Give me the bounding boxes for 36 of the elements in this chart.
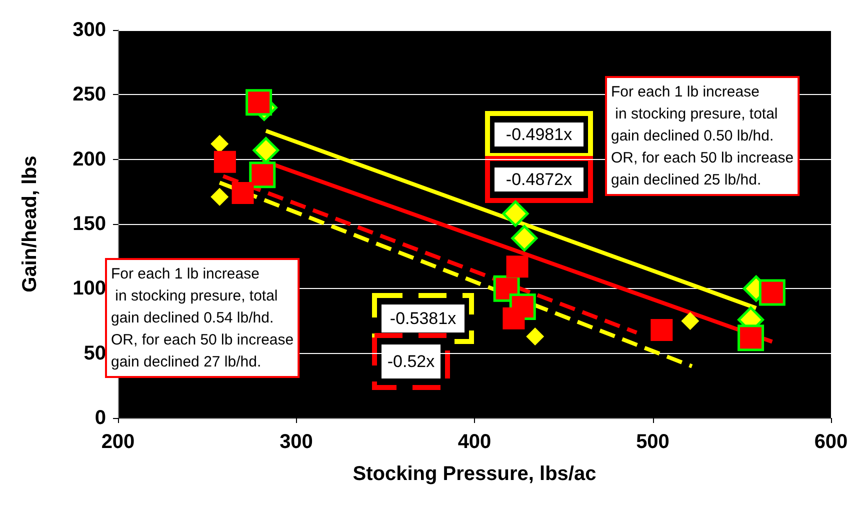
point <box>502 307 525 330</box>
text: -0.52x <box>387 352 436 371</box>
point <box>210 188 229 206</box>
y-tick-label: 200 <box>72 148 106 170</box>
point <box>650 319 673 342</box>
point <box>511 224 538 252</box>
x-tick-label: 200 <box>101 431 135 453</box>
x-tick-label: 400 <box>458 431 492 453</box>
text: -0.4981x <box>506 125 573 144</box>
point <box>232 182 254 204</box>
point <box>252 137 280 164</box>
x-tick-label: 600 <box>814 431 848 453</box>
y-tick-label: 0 <box>94 407 106 429</box>
x-tick-label: 300 <box>280 431 313 453</box>
x-axis-title: Stocking Pressure, lbs/ac <box>352 463 596 485</box>
text: -0.4872x <box>506 170 573 189</box>
x-tick-label: 500 <box>636 431 670 453</box>
point <box>249 162 276 188</box>
series-label: -0.5381x <box>390 309 457 328</box>
point <box>210 134 229 153</box>
point <box>506 256 528 278</box>
point <box>681 312 700 330</box>
point <box>758 279 786 306</box>
annotation: For each 1 lb increase in stocking presure, total gain declined 0.54 lb/hd. OR, for each 50 lb increase gain declined 27 lb/hd. <box>111 266 294 370</box>
point <box>502 200 529 227</box>
point <box>246 89 272 116</box>
y-tick-label: 150 <box>72 213 106 235</box>
y-axis-title: Gain/head, lbs <box>19 156 41 292</box>
point <box>526 328 544 346</box>
y-tick-label: 100 <box>72 278 106 300</box>
point <box>738 324 764 352</box>
annotation: For each 1 lb increase in stocking presure, total gain declined 0.50 lb/hd. OR, for each 50 lb increase gain declined 25 lb/hd. <box>611 84 794 188</box>
point <box>214 150 236 173</box>
y-tick-label: 50 <box>84 342 106 364</box>
y-tick-label: 300 <box>72 19 106 41</box>
y-tick-label: 250 <box>72 84 106 106</box>
